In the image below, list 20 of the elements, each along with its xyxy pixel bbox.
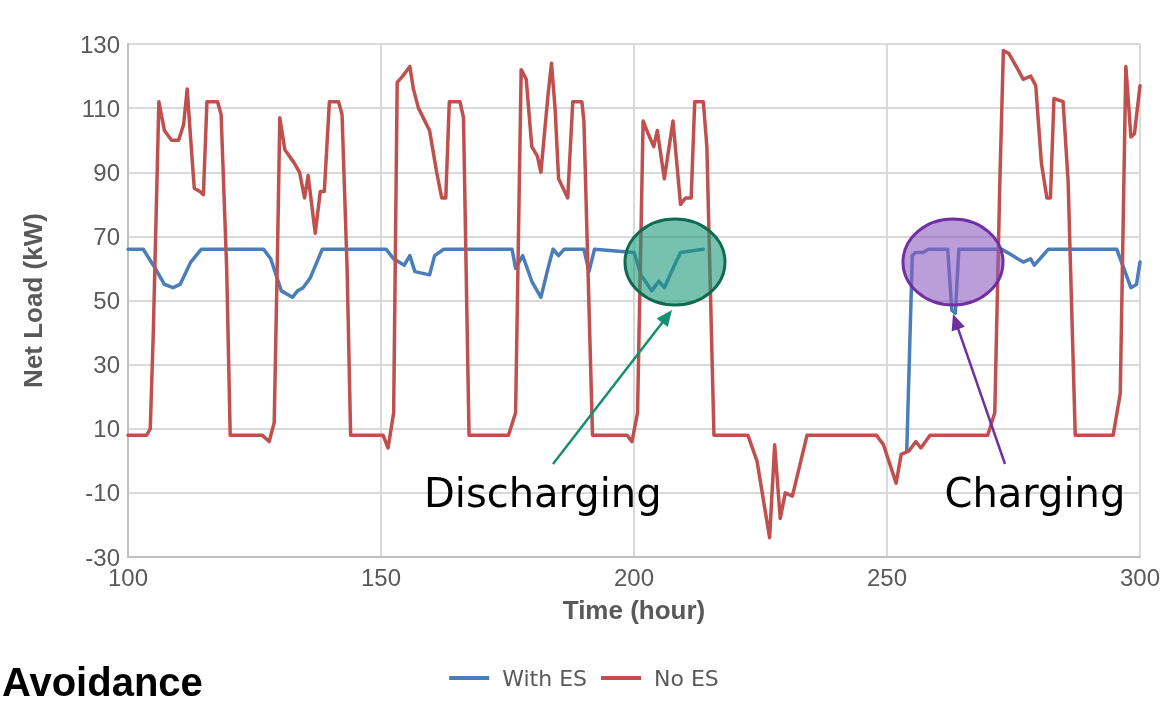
x-tick-label: 150	[360, 563, 402, 591]
line-series	[126, 48, 1142, 540]
x-tick-label: 300	[1119, 563, 1161, 591]
y-tick-label: 70	[93, 222, 120, 250]
y-tick-label: 10	[93, 415, 120, 443]
text: Avoidance	[2, 660, 203, 702]
y-tick-label: 30	[93, 351, 120, 379]
x-tick-label: 250	[866, 563, 908, 591]
legend-label: No ES	[654, 665, 719, 691]
x-axis-title: Time (hour)	[562, 595, 706, 625]
annotation: Charging	[944, 470, 1126, 516]
y-tick-label: 110	[81, 94, 120, 122]
legend-label: With ES	[502, 665, 588, 691]
y-axis-title: Net Load (kW)	[18, 213, 48, 388]
y-tick-label: 130	[79, 30, 120, 58]
y-tick-label: 90	[93, 158, 120, 186]
annotation: Discharging	[424, 470, 662, 516]
y-tick-label: 50	[93, 287, 120, 314]
y-tick-label: -10	[85, 479, 120, 507]
x-tick-label: 200	[613, 563, 655, 591]
